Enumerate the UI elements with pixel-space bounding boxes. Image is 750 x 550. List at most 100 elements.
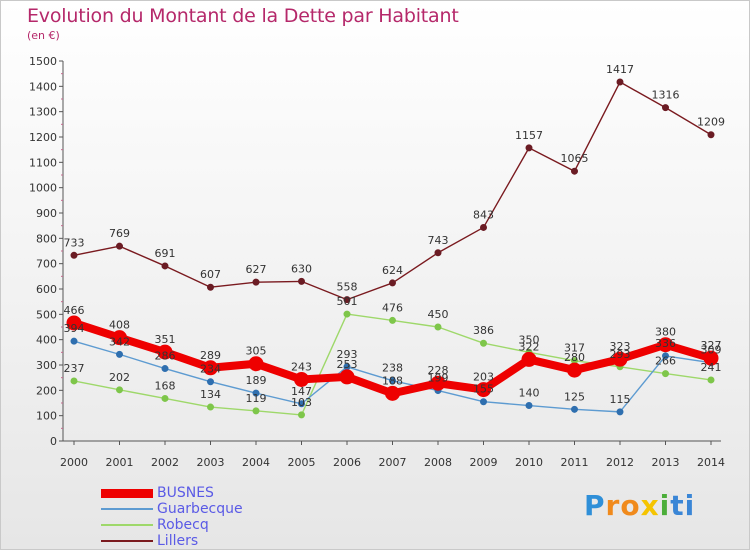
data-point-lillers [207,283,214,291]
logo-letter: o [620,489,641,522]
data-point-lillers [616,78,624,86]
x-tick-label: 2006 [333,456,361,469]
data-label-guarbecque: 125 [564,390,585,403]
x-tick-label: 2011 [561,456,589,469]
data-label-lillers: 1417 [606,63,634,76]
data-label-robecq: 241 [701,361,722,374]
chart-subtitle: (en €) [27,29,60,42]
data-point-lillers [434,249,442,257]
data-label-robecq: 237 [64,362,85,375]
data-label-busnes: 466 [64,304,85,317]
data-label-busnes: 323 [610,340,631,353]
x-tick-label: 2012 [606,456,634,469]
y-tick-label: 500 [36,308,57,321]
chart-series [66,78,719,419]
x-tick-label: 2013 [652,456,680,469]
data-label-robecq: 168 [155,379,176,392]
data-label-robecq: 386 [473,324,494,337]
x-tick-label: 2007 [379,456,407,469]
x-tick-label: 2003 [197,456,225,469]
y-tick-label: 700 [36,258,57,271]
data-label-robecq: 350 [519,333,540,346]
data-label-lillers: 607 [200,268,221,281]
data-point-lillers [389,279,396,287]
data-point-robecq [434,323,442,331]
data-point-lillers [480,223,487,231]
data-label-robecq: 476 [382,301,403,314]
data-label-busnes: 305 [246,345,267,358]
data-point-guarbecque [207,378,214,386]
data-label-robecq: 266 [655,355,676,368]
data-point-robecq [298,411,305,419]
legend-item-lillers: Lillers [101,533,243,549]
data-point-busnes [385,385,400,401]
data-point-guarbecque [389,377,396,385]
data-label-guarbecque: 199 [428,372,449,385]
data-point-robecq [343,310,351,318]
data-point-lillers [298,277,305,285]
x-tick-label: 2009 [470,456,498,469]
data-label-guarbecque: 189 [246,374,267,387]
y-tick-label: 900 [36,207,57,220]
data-point-guarbecque [252,389,260,397]
data-point-guarbecque [571,405,578,413]
y-tick-label: 1500 [29,55,57,68]
data-label-busnes: 228 [428,364,449,377]
data-label-guarbecque: 293 [337,348,358,361]
data-label-robecq: 293 [610,348,631,361]
data-point-guarbecque [480,398,487,406]
logo-letter: i [684,489,696,522]
data-point-robecq [252,407,260,415]
data-label-busnes: 380 [655,326,676,339]
data-label-busnes: 289 [200,349,221,362]
legend-label-busnes: BUSNES [157,485,214,501]
data-label-lillers: 769 [109,227,130,240]
data-point-guarbecque [70,337,78,345]
y-tick-label: 600 [36,283,57,296]
data-point-busnes [476,382,491,398]
data-label-lillers: 630 [291,262,312,275]
legend-swatch-lillers [101,540,153,542]
proxiti-logo: Proxiti [584,489,695,522]
data-point-robecq [161,394,169,402]
data-point-robecq [662,370,669,378]
data-label-lillers: 1157 [515,129,543,142]
data-label-lillers: 1065 [561,152,589,165]
data-point-guarbecque [161,365,169,373]
y-tick-label: 1300 [29,106,57,119]
data-point-busnes [294,371,309,387]
y-tick-label: 1000 [29,182,57,195]
y-tick-label: 300 [36,359,57,372]
x-tick-label: 2005 [288,456,316,469]
logo-letter: i [659,489,671,522]
legend-swatch-busnes [101,488,153,498]
y-tick-label: 200 [36,384,57,397]
data-label-lillers: 558 [337,281,358,294]
data-label-robecq: 317 [564,342,585,355]
data-point-lillers [70,251,78,259]
x-tick-label: 2004 [242,456,270,469]
logo-letter: r [605,489,621,522]
data-point-guarbecque [616,408,624,416]
chart-legend: BUSNES Guarbecque Robecq Lillers [101,485,243,549]
data-label-guarbecque: 234 [200,363,221,376]
data-point-guarbecque [298,400,305,408]
data-label-busnes: 322 [519,340,540,353]
data-point-guarbecque [525,402,533,410]
legend-label-lillers: Lillers [157,533,199,549]
data-label-busnes: 408 [109,319,130,332]
x-tick-label: 2010 [515,456,543,469]
data-label-guarbecque: 155 [473,383,494,396]
data-label-robecq: 450 [428,308,449,321]
x-tick-label: 2008 [424,456,452,469]
data-point-busnes [612,351,628,367]
data-point-lillers [571,167,578,175]
data-point-lillers [252,278,260,286]
legend-item-guarbecque: Guarbecque [101,501,243,517]
data-label-lillers: 1209 [697,116,725,129]
data-label-busnes: 351 [155,333,176,346]
data-label-busnes: 327 [701,339,722,352]
y-tick-label: 1100 [29,156,57,169]
